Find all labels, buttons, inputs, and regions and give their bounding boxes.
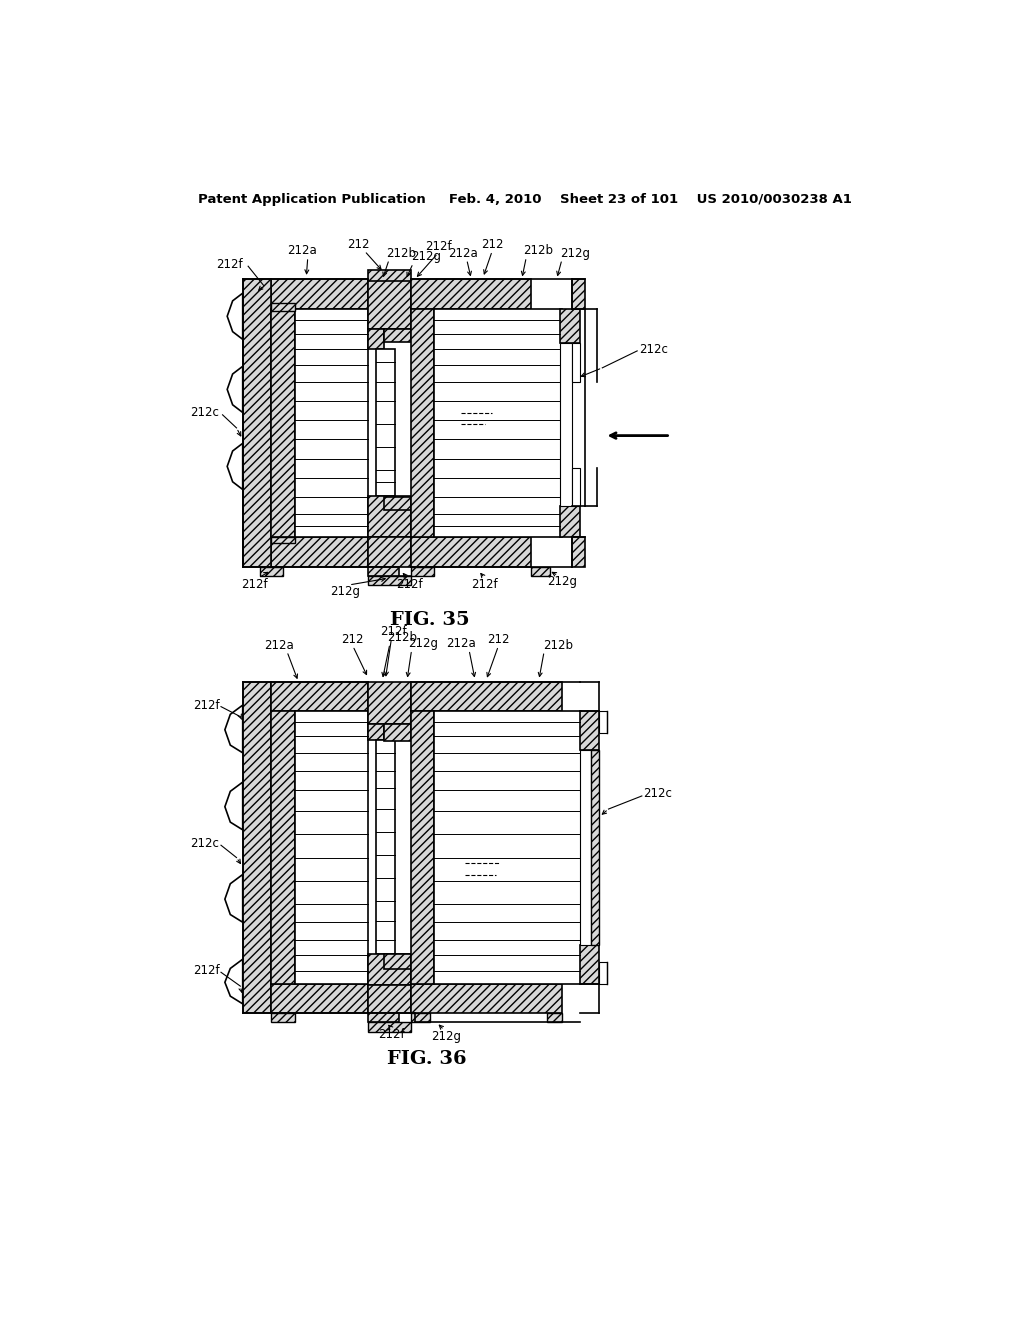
Bar [295, 309, 369, 537]
Bar [369, 566, 399, 576]
Bar [384, 725, 411, 742]
Bar [599, 962, 607, 983]
Bar [411, 309, 434, 537]
Polygon shape [225, 875, 243, 923]
Bar [271, 983, 369, 1014]
Bar [411, 983, 562, 1014]
Text: 212: 212 [481, 238, 504, 251]
Bar [411, 1014, 430, 1022]
Bar [434, 309, 562, 537]
Bar [271, 280, 369, 309]
Bar [560, 343, 572, 507]
Bar [369, 985, 411, 1014]
Bar [369, 271, 411, 281]
Bar [271, 537, 295, 544]
Text: 212f: 212f [241, 578, 267, 591]
Bar [599, 711, 607, 733]
Text: 212g: 212g [330, 585, 360, 598]
Text: 212g: 212g [431, 1030, 461, 1043]
Bar [572, 343, 580, 381]
Text: 212g: 212g [409, 638, 438, 649]
Text: 212f: 212f [425, 240, 452, 253]
Text: FIG. 36: FIG. 36 [387, 1051, 466, 1068]
Bar [369, 576, 411, 585]
Bar [580, 945, 599, 983]
Bar [384, 498, 411, 511]
Bar [592, 750, 599, 945]
Bar [369, 1014, 399, 1022]
Text: 212g: 212g [547, 576, 577, 589]
Text: 212f: 212f [216, 259, 243, 271]
Bar [271, 537, 369, 566]
Bar [376, 739, 395, 954]
Bar [271, 682, 369, 711]
Text: 212b: 212b [386, 247, 416, 260]
Bar [384, 330, 411, 342]
Bar [531, 566, 550, 576]
Bar [369, 537, 411, 566]
Text: Patent Application Publication     Feb. 4, 2010    Sheet 23 of 101    US 2010/00: Patent Application Publication Feb. 4, 2… [198, 193, 852, 206]
Text: 212b: 212b [523, 244, 553, 257]
Bar [434, 711, 582, 983]
Text: FIG. 35: FIG. 35 [390, 611, 470, 630]
Polygon shape [227, 367, 243, 412]
Polygon shape [227, 444, 243, 490]
Bar [411, 682, 562, 711]
Bar [411, 711, 434, 983]
Text: 212: 212 [487, 634, 510, 647]
Bar [243, 280, 271, 566]
Bar [411, 566, 434, 576]
Bar [572, 537, 586, 566]
Text: 212f: 212f [396, 578, 423, 591]
Bar [580, 711, 599, 750]
Bar [580, 750, 592, 945]
Bar [560, 309, 580, 343]
Bar [243, 682, 271, 1014]
Polygon shape [225, 960, 243, 1003]
Bar [271, 1014, 295, 1022]
Polygon shape [225, 781, 243, 830]
Bar [384, 954, 411, 969]
Bar [369, 280, 411, 330]
Text: 212: 212 [347, 238, 370, 251]
Bar [369, 1022, 411, 1032]
Text: 212c: 212c [190, 407, 219, 418]
Bar [411, 537, 531, 566]
Text: 212f: 212f [471, 578, 498, 591]
Text: 212: 212 [341, 634, 364, 647]
Bar [369, 954, 411, 985]
Bar [271, 309, 295, 537]
Text: 212a: 212a [447, 247, 477, 260]
Text: 212c: 212c [190, 837, 219, 850]
Bar [295, 711, 369, 983]
Bar [271, 304, 295, 312]
Bar [411, 280, 531, 309]
Bar [369, 682, 411, 725]
Bar [572, 280, 586, 309]
Bar [369, 725, 384, 739]
Text: 212c: 212c [640, 343, 669, 356]
Bar [547, 1014, 562, 1022]
Text: 212a: 212a [288, 244, 317, 257]
Polygon shape [225, 705, 243, 752]
Bar [560, 507, 580, 537]
Bar [260, 566, 283, 576]
Bar [271, 711, 295, 983]
Text: 212f: 212f [193, 698, 219, 711]
Text: 212f: 212f [378, 1028, 404, 1041]
Text: 212a: 212a [264, 639, 294, 652]
Text: 212c: 212c [643, 787, 672, 800]
Text: 212g: 212g [411, 251, 441, 264]
Bar [369, 496, 411, 537]
Bar [376, 348, 395, 496]
Text: 212a: 212a [446, 638, 476, 649]
Polygon shape [227, 293, 243, 339]
Text: 212f: 212f [381, 626, 408, 639]
Text: 212b: 212b [543, 639, 572, 652]
Text: 212g: 212g [560, 247, 591, 260]
Bar [369, 330, 384, 348]
Bar [572, 469, 580, 507]
Text: 212f: 212f [193, 964, 219, 977]
Text: 212b: 212b [388, 631, 418, 644]
